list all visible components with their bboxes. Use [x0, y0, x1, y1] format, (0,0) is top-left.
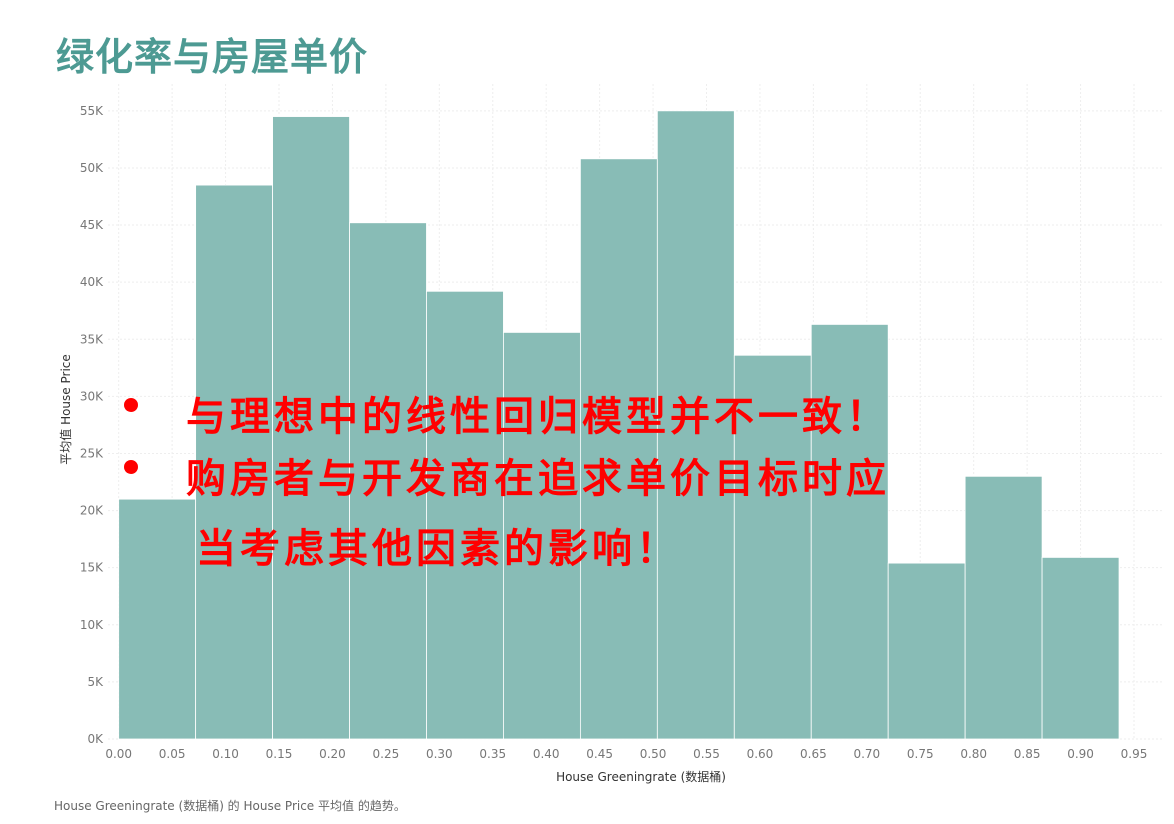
page-title: 绿化率与房屋单价: [56, 35, 369, 79]
histogram-bar: [349, 222, 427, 740]
x-tick-label: 0.30: [426, 747, 453, 761]
x-axis-title: House Greeningrate (数据桶): [556, 769, 726, 784]
histogram-bar: [656, 110, 735, 740]
histogram-bar: [1041, 557, 1120, 740]
histogram-bar: [887, 562, 966, 740]
y-axis-title: 平均值 House Price: [58, 354, 73, 465]
histogram-bar: [810, 324, 889, 740]
x-tick-label: 0.10: [212, 747, 239, 761]
histogram-bar: [964, 475, 1043, 740]
histogram-bar: [579, 158, 658, 740]
y-tick-label: 30K: [80, 389, 104, 403]
x-tick-label: 0.35: [479, 747, 506, 761]
x-tick-label: 0.90: [1067, 747, 1094, 761]
x-tick-label: 0.60: [747, 747, 774, 761]
y-tick-label: 55K: [80, 104, 104, 118]
x-tick-label: 0.40: [533, 747, 560, 761]
x-tick-label: 0.55: [693, 747, 720, 761]
y-tick-label: 0K: [87, 732, 104, 746]
histogram-bar: [195, 184, 273, 740]
y-tick-label: 25K: [80, 446, 104, 460]
x-tick-label: 0.70: [853, 747, 880, 761]
histogram-bar: [272, 116, 350, 740]
annotation-line-1: 与理想中的线性回归模型并不一致！: [186, 393, 890, 440]
bullet-marker-1: [124, 398, 138, 412]
y-tick-label: 40K: [80, 275, 104, 289]
x-tick-label: 0.00: [105, 747, 132, 761]
x-tick-label: 0.95: [1121, 747, 1148, 761]
histogram-bar: [503, 332, 581, 740]
annotation-line-2: 购房者与开发商在追求单价目标时应: [186, 455, 890, 502]
y-tick-label: 15K: [80, 561, 104, 575]
x-tick-label: 0.80: [960, 747, 987, 761]
chart-caption: House Greeningrate (数据桶) 的 House Price 平…: [54, 799, 406, 813]
x-tick-label: 0.25: [373, 747, 400, 761]
y-tick-label: 5K: [87, 675, 104, 689]
x-tick-label: 0.20: [319, 747, 346, 761]
x-tick-label: 0.15: [266, 747, 293, 761]
y-tick-label: 35K: [80, 332, 104, 346]
histogram-bar: [426, 290, 504, 740]
histogram-bar: [733, 354, 812, 740]
x-tick-label: 0.05: [159, 747, 186, 761]
annotation-line-3: 当考虑其他因素的影响！: [196, 525, 680, 572]
x-tick-label: 0.45: [586, 747, 613, 761]
x-tick-label: 0.85: [1014, 747, 1041, 761]
x-tick-label: 0.50: [640, 747, 667, 761]
y-tick-label: 50K: [80, 161, 104, 175]
x-tick-label: 0.75: [907, 747, 934, 761]
x-tick-label: 0.65: [800, 747, 827, 761]
y-tick-label: 10K: [80, 618, 104, 632]
histogram-bar: [118, 498, 197, 740]
y-tick-label: 20K: [80, 504, 104, 518]
y-tick-label: 45K: [80, 218, 104, 232]
bullet-marker-2: [124, 460, 138, 474]
